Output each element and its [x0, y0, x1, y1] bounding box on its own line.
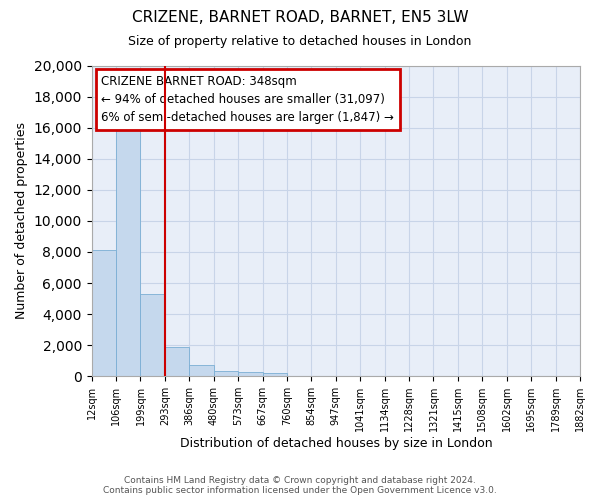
Text: CRIZENE BARNET ROAD: 348sqm
← 94% of detached houses are smaller (31,097)
6% of : CRIZENE BARNET ROAD: 348sqm ← 94% of det… — [101, 75, 394, 124]
Bar — [116, 120, 140, 376]
Bar — [214, 371, 238, 376]
X-axis label: Distribution of detached houses by size in London: Distribution of detached houses by size … — [179, 437, 492, 450]
Bar — [165, 348, 190, 376]
Bar — [263, 373, 287, 376]
Bar — [140, 294, 165, 376]
Bar — [92, 250, 116, 376]
Bar — [238, 372, 263, 376]
Y-axis label: Number of detached properties: Number of detached properties — [15, 122, 28, 320]
Text: Contains HM Land Registry data © Crown copyright and database right 2024.
Contai: Contains HM Land Registry data © Crown c… — [103, 476, 497, 495]
Text: CRIZENE, BARNET ROAD, BARNET, EN5 3LW: CRIZENE, BARNET ROAD, BARNET, EN5 3LW — [131, 10, 469, 25]
Text: Size of property relative to detached houses in London: Size of property relative to detached ho… — [128, 35, 472, 48]
Bar — [190, 366, 214, 376]
